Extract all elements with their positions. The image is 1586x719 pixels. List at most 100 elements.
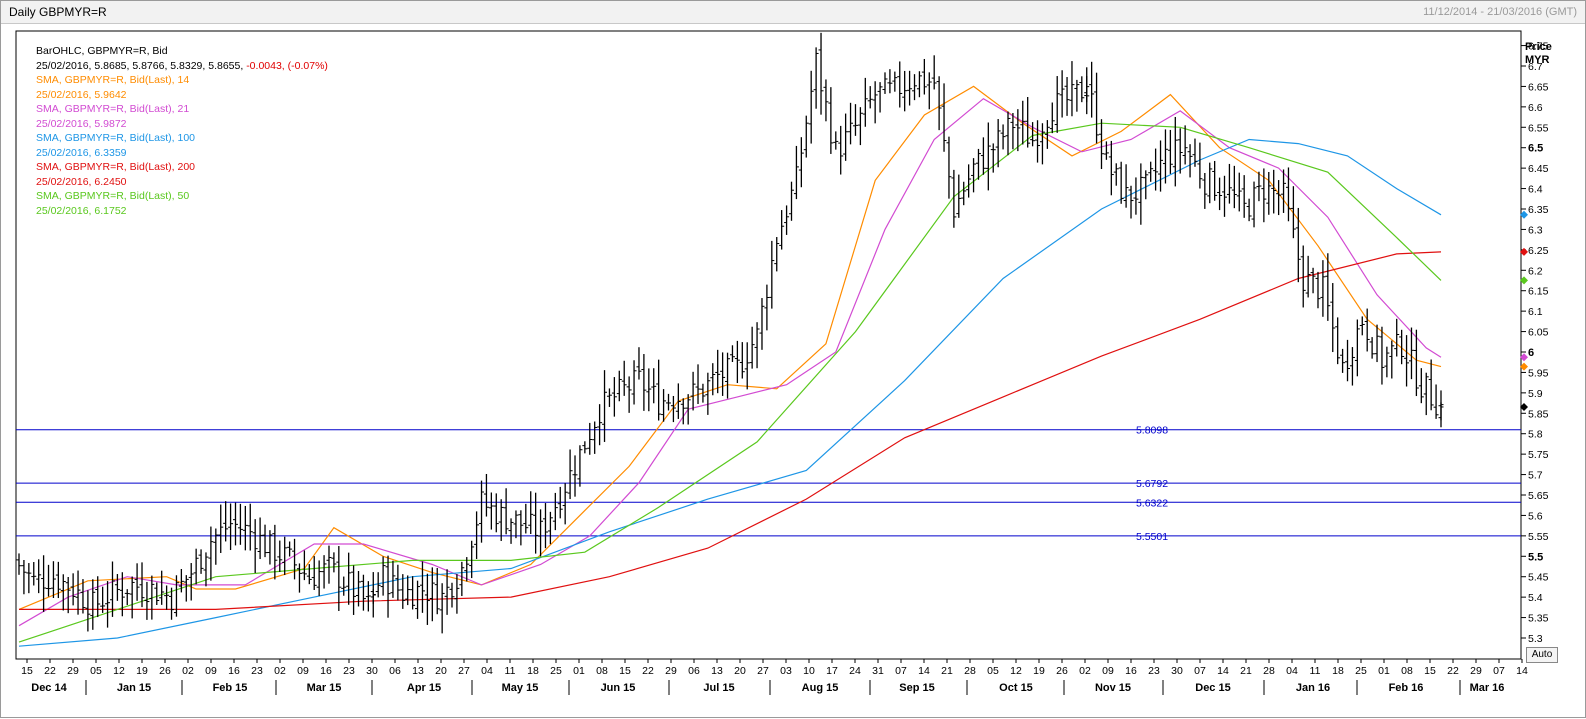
sma-line: [18, 138, 1442, 647]
y-tick-label: 6.1: [1528, 306, 1543, 318]
y-tick-label: 5.75: [1528, 449, 1549, 461]
x-tick-label: 26: [1056, 665, 1068, 677]
x-tick-label: 02: [1079, 665, 1091, 677]
horizontal-level-label: 5.6792: [1136, 478, 1168, 490]
x-tick-label: 03: [780, 665, 792, 677]
legend-line: SMA, GBPMYR=R, Bid(Last), 100: [36, 132, 196, 144]
x-tick-label: 02: [274, 665, 286, 677]
x-tick-label: 25: [1355, 665, 1367, 677]
y-tick-label: 6.3: [1528, 224, 1543, 236]
y-tick-label: 5.45: [1528, 572, 1549, 584]
x-tick-label: 30: [366, 665, 378, 677]
x-tick-label: 31: [872, 665, 884, 677]
x-tick-label: 24: [849, 665, 861, 677]
x-month-label: Jun 15: [601, 682, 636, 694]
y-tick-label: 6.45: [1528, 163, 1549, 175]
x-tick-label: 29: [1470, 665, 1482, 677]
x-month-label: Feb 15: [213, 682, 248, 694]
x-month-label: Aug 15: [802, 682, 839, 694]
x-month-label: May 15: [502, 682, 539, 694]
y-tick-label: 5.35: [1528, 613, 1549, 625]
x-tick-label: 29: [665, 665, 677, 677]
legend-line: SMA, GBPMYR=R, Bid(Last), 14: [36, 74, 190, 86]
x-tick-label: 09: [297, 665, 309, 677]
y-tick-label: 6.05: [1528, 327, 1549, 339]
x-tick-label: 26: [159, 665, 171, 677]
x-tick-label: 13: [711, 665, 723, 677]
y-tick-label: 5.95: [1528, 367, 1549, 379]
x-tick-label: 16: [1125, 665, 1137, 677]
x-tick-label: 07: [1493, 665, 1505, 677]
x-month-label: Feb 16: [1389, 682, 1424, 694]
y-tick-label: 5.8: [1528, 429, 1543, 441]
legend-line: SMA, GBPMYR=R, Bid(Last), 21: [36, 103, 190, 115]
x-tick-label: 18: [527, 665, 539, 677]
horizontal-level-label: 5.6322: [1136, 497, 1168, 509]
legend-line: 25/02/2016, 5.9642: [36, 88, 127, 101]
sma-line: [18, 97, 1442, 627]
y-tick-label: 6.4: [1528, 184, 1543, 196]
x-tick-label: 10: [803, 665, 815, 677]
x-tick-label: 18: [1332, 665, 1344, 677]
y-tick-label: 5.4: [1528, 592, 1543, 604]
x-tick-label: 04: [481, 665, 493, 677]
y-tick-label: 6: [1528, 347, 1534, 359]
y-tick-label: 6.2: [1528, 265, 1543, 277]
axis-value-marker: [1520, 247, 1528, 256]
auto-scale-button[interactable]: Auto: [1526, 647, 1558, 663]
x-month-label: Apr 15: [407, 682, 441, 694]
x-tick-label: 14: [1516, 665, 1528, 677]
x-tick-label: 15: [619, 665, 631, 677]
x-tick-label: 14: [918, 665, 930, 677]
title-bar: Daily GBPMYR=R 11/12/2014 - 21/03/2016 (…: [1, 1, 1585, 24]
x-tick-label: 09: [205, 665, 217, 677]
x-tick-label: 06: [389, 665, 401, 677]
y-axis-label: MYR: [1525, 54, 1550, 66]
y-tick-label: 6.5: [1528, 143, 1543, 155]
axis-value-marker: [1520, 362, 1528, 371]
x-month-label: Oct 15: [999, 682, 1033, 694]
x-tick-label: 09: [1102, 665, 1114, 677]
x-tick-label: 23: [343, 665, 355, 677]
x-tick-label: 23: [1148, 665, 1160, 677]
x-month-label: Dec 14: [31, 682, 67, 694]
x-month-label: Jan 15: [117, 682, 151, 694]
y-tick-label: 5.55: [1528, 531, 1549, 543]
x-tick-label: 27: [458, 665, 470, 677]
y-tick-label: 5.6: [1528, 510, 1543, 522]
x-tick-label: 14: [1217, 665, 1229, 677]
axis-value-marker: [1520, 210, 1528, 219]
chart-title: Daily GBPMYR=R: [9, 5, 107, 19]
x-tick-label: 01: [1378, 665, 1390, 677]
y-tick-label: 6.65: [1528, 81, 1549, 93]
legend-line: SMA, GBPMYR=R, Bid(Last), 200: [36, 161, 196, 173]
sma-line: [19, 251, 1442, 611]
x-tick-label: 22: [44, 665, 56, 677]
axis-value-marker: [1520, 276, 1528, 285]
chart-legend: BarOHLC, GBPMYR=R, Bid 25/02/2016, 5.8685…: [36, 44, 328, 218]
legend-line: 25/02/2016, 5.8685, 5.8766, 5.8329, 5.86…: [36, 59, 328, 72]
y-tick-label: 6.75: [1528, 41, 1549, 53]
x-month-label: Mar 16: [1470, 682, 1505, 694]
price-chart[interactable]: 5.3 5.35 5.4 5.45 5.5 5.55 5.6 5.65 5.7 5.75 5.8 5.…: [1, 23, 1585, 719]
x-tick-label: 12: [113, 665, 125, 677]
x-tick-label: 05: [90, 665, 102, 677]
x-tick-label: 27: [757, 665, 769, 677]
legend-line: 25/02/2016, 6.2450: [36, 175, 127, 188]
x-tick-label: 20: [734, 665, 746, 677]
y-tick-label: 6.7: [1528, 61, 1543, 73]
legend-line: 25/02/2016, 6.1752: [36, 204, 127, 217]
x-tick-label: 08: [596, 665, 608, 677]
x-tick-label: 22: [1447, 665, 1459, 677]
date-range: 11/12/2014 - 21/03/2016 (GMT): [1423, 6, 1577, 18]
y-tick-label: 5.65: [1528, 490, 1549, 502]
x-tick-label: 07: [895, 665, 907, 677]
x-tick-label: 06: [688, 665, 700, 677]
x-tick-label: 02: [182, 665, 194, 677]
x-tick-label: 16: [320, 665, 332, 677]
x-tick-label: 05: [987, 665, 999, 677]
y-tick-label: 5.3: [1528, 633, 1543, 645]
y-tick-label: 6.15: [1528, 286, 1549, 298]
axis-value-marker: [1520, 402, 1528, 411]
